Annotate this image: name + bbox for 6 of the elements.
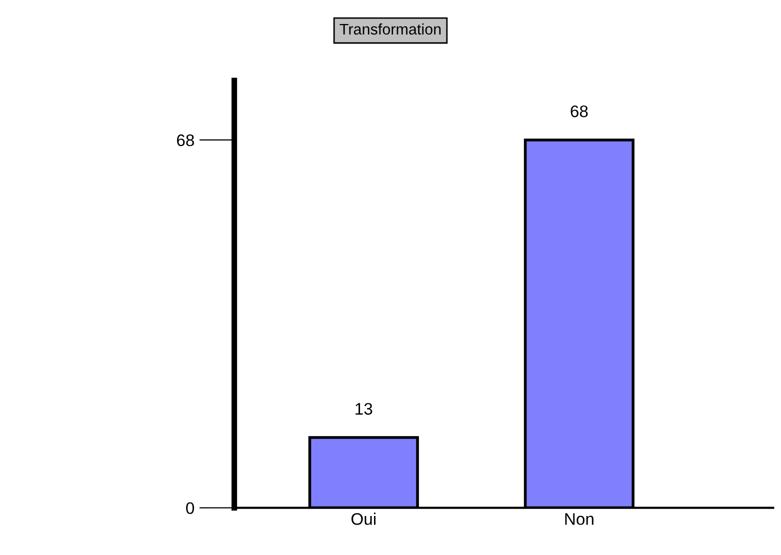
x-tick-label: Non <box>565 513 594 525</box>
chart-title: Transformation <box>340 23 441 35</box>
data-label: 13 <box>356 402 372 415</box>
x-tick-label: Oui <box>351 512 376 525</box>
y-tick-label: 0 <box>186 502 194 514</box>
data-label: 68 <box>570 105 588 118</box>
